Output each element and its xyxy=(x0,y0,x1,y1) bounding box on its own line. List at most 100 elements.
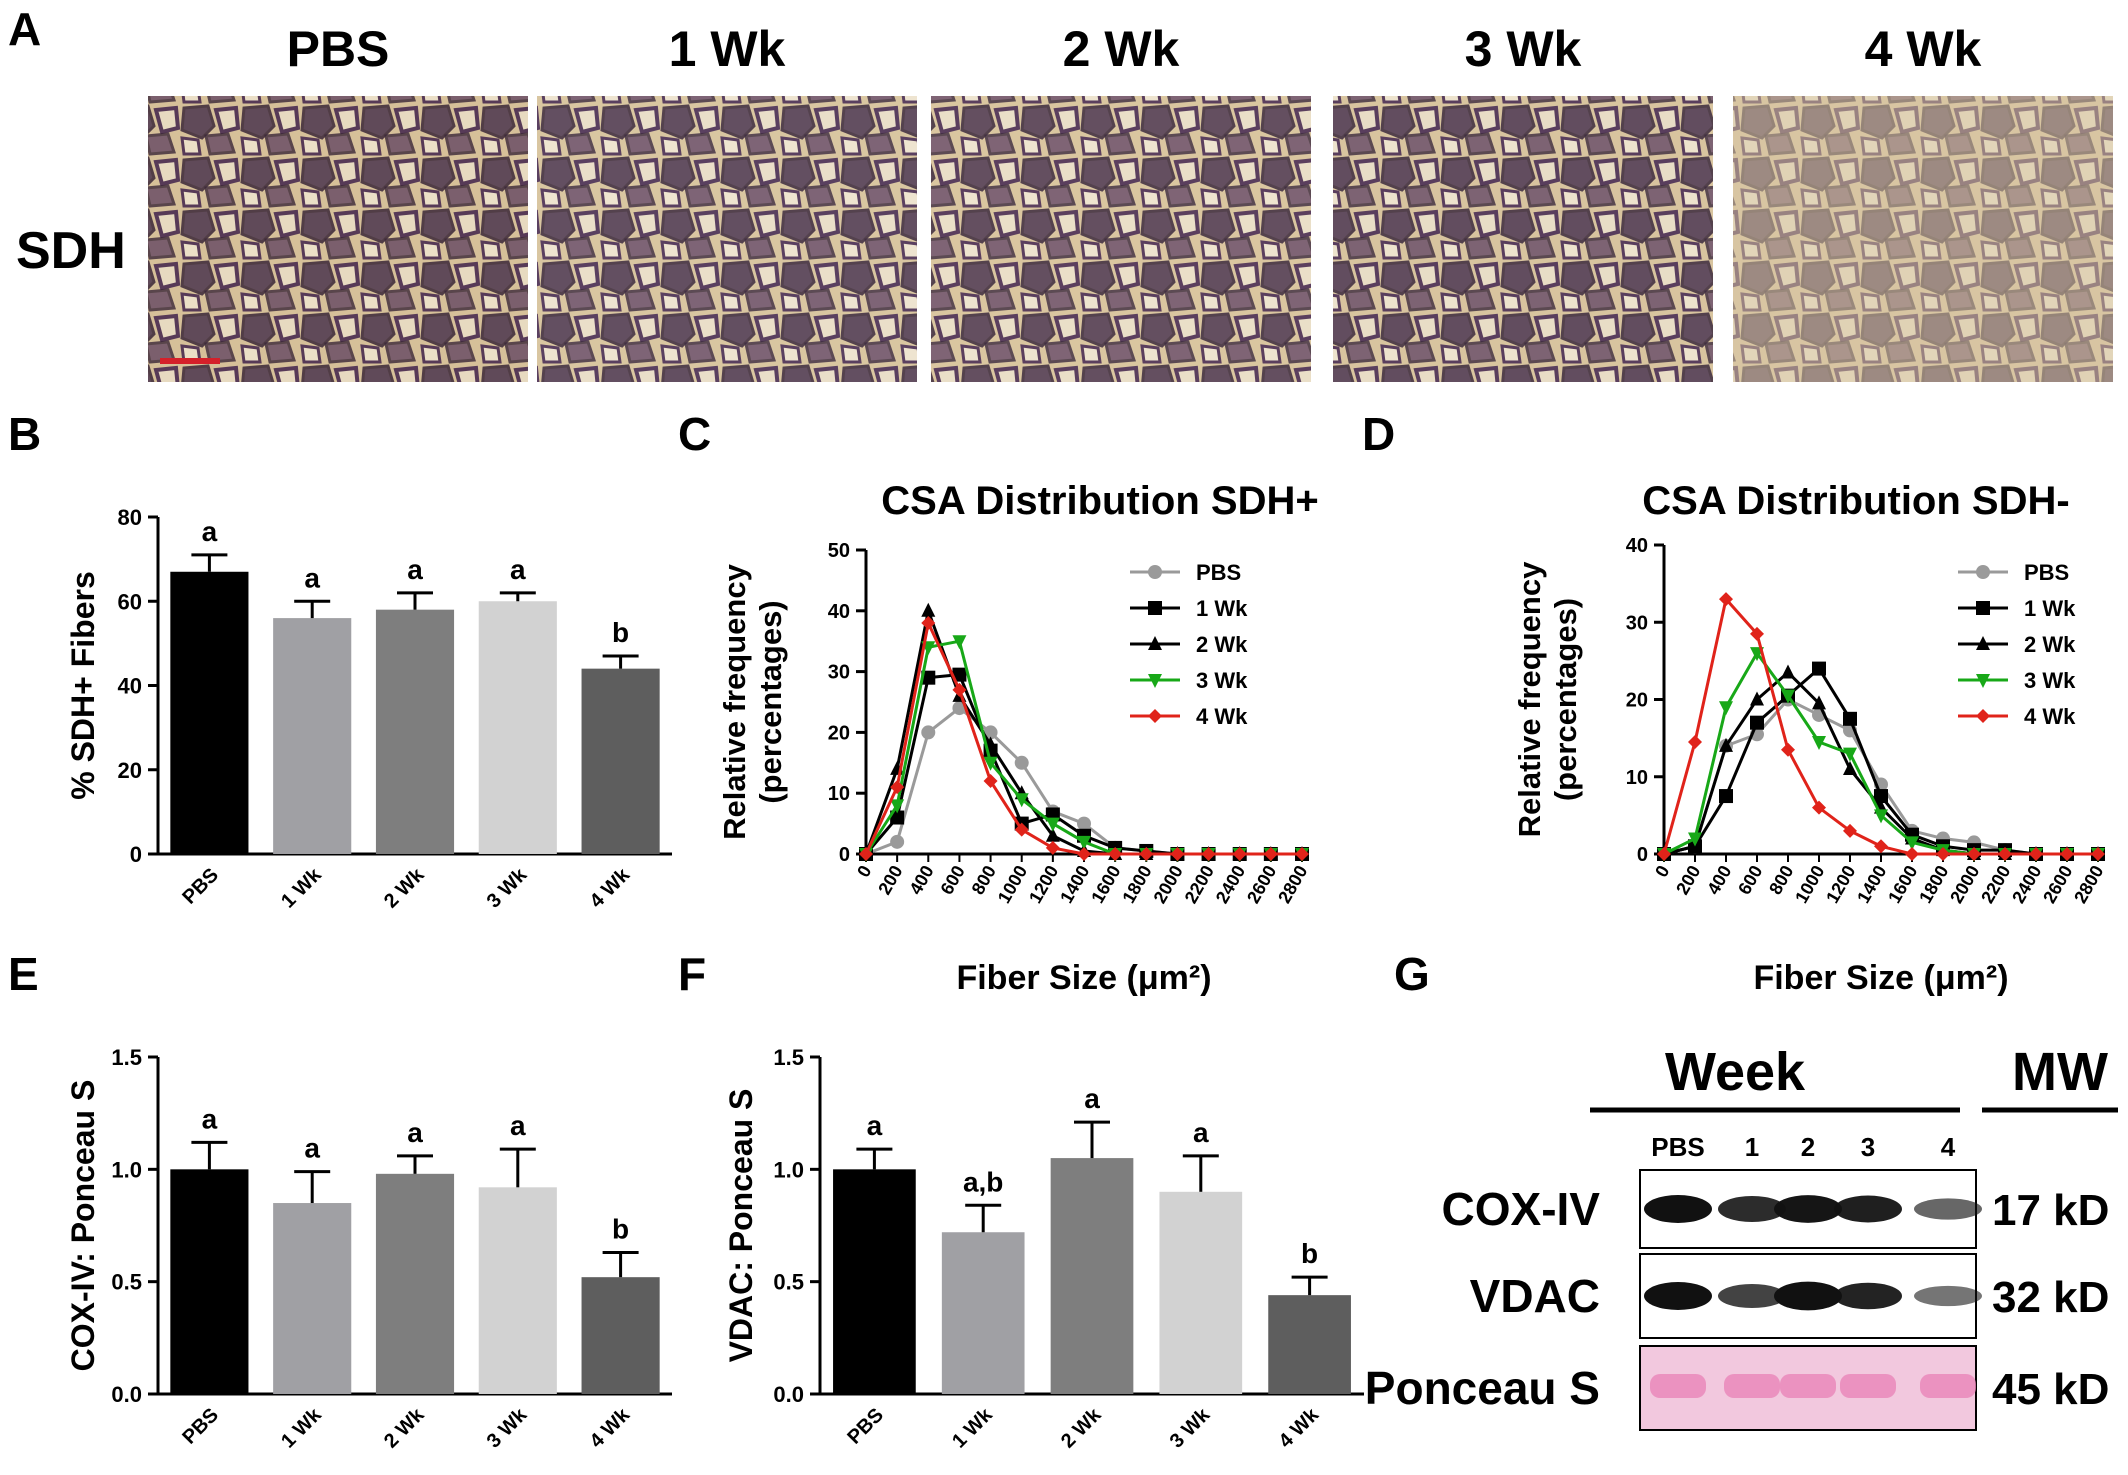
y-tick-label: 10 xyxy=(1626,767,1648,789)
data-point-3-wk xyxy=(1781,689,1795,704)
data-point-4-wk xyxy=(1936,847,1950,861)
x-axis-label: Fiber Size (μm²) xyxy=(956,959,1211,997)
data-point-3-wk xyxy=(1014,793,1029,808)
data-point-pbs xyxy=(921,725,936,740)
x-tick-label-4-wk: 4 Wk xyxy=(586,1403,635,1452)
y-axis-label-line-2: (percentages) xyxy=(1548,598,1583,801)
y-tick-label: 1.5 xyxy=(111,1045,142,1070)
x-tick-label: 1200 xyxy=(1025,862,1062,907)
ponceau-band-lane-3 xyxy=(1840,1374,1896,1398)
x-tick-label: 2200 xyxy=(1181,862,1218,907)
data-point-4-wk xyxy=(1998,847,2012,861)
bar-1-wk xyxy=(941,1232,1025,1394)
x-tick-label-pbs: PBS xyxy=(178,864,223,909)
legend-label-1-wk: 1 Wk xyxy=(2024,596,2076,621)
data-point-4-wk xyxy=(1688,734,1702,749)
data-point-4-wk xyxy=(1812,800,1826,815)
bar-pbs xyxy=(170,571,249,854)
y-tick-label: 1.5 xyxy=(773,1045,804,1070)
x-tick-label-2-wk: 2 Wk xyxy=(1057,1403,1106,1452)
panel-letter-e: E xyxy=(8,948,39,1000)
y-tick-label: 60 xyxy=(118,589,142,614)
data-point-1-wk xyxy=(890,810,905,825)
data-point-pbs xyxy=(1014,755,1029,770)
legend-marker-3-wk xyxy=(1148,674,1162,688)
y-tick-label: 0 xyxy=(839,844,850,866)
panel-letter-c: C xyxy=(678,408,711,460)
week-label: Week xyxy=(1665,1042,1806,1102)
data-point-4-wk xyxy=(1232,847,1247,861)
significance-letter-3-wk: a xyxy=(510,1110,526,1141)
data-point-pbs xyxy=(1077,816,1091,831)
y-tick-label: 1.0 xyxy=(111,1157,142,1182)
data-point-4-wk xyxy=(890,780,905,795)
x-tick-label-4-wk: 4 Wk xyxy=(586,863,635,912)
ponceau-band-lane-1 xyxy=(1724,1374,1780,1398)
legend-marker-1-wk xyxy=(1148,601,1162,615)
y-tick-label: 0.5 xyxy=(773,1270,804,1295)
column-header-1-wk: 1 Wk xyxy=(669,21,786,77)
data-point-4-wk xyxy=(921,615,936,630)
data-point-4-wk xyxy=(1170,847,1185,861)
y-tick-label: 80 xyxy=(118,505,142,530)
data-point-2-wk xyxy=(921,602,936,617)
data-point-1-wk xyxy=(1812,661,1826,676)
sdh-image-texture-2-wk xyxy=(931,96,1311,382)
data-point-2-wk xyxy=(1750,691,1764,706)
data-point-3-wk xyxy=(1874,809,1888,824)
significance-letter-4-wk: b xyxy=(612,1213,629,1244)
band-vdac-lane-1 xyxy=(1718,1283,1786,1309)
bar-3-wk xyxy=(1159,1191,1243,1394)
y-tick-label: 1.0 xyxy=(773,1157,804,1182)
data-point-4-wk xyxy=(1201,847,1216,861)
column-header-3-wk: 3 Wk xyxy=(1465,21,1582,77)
data-point-3-wk xyxy=(1905,836,1919,851)
x-tick-label: 2400 xyxy=(2008,862,2045,907)
x-tick-label: 1600 xyxy=(1884,862,1921,907)
legend-label-4-wk: 4 Wk xyxy=(1196,704,1248,729)
data-point-1-wk xyxy=(952,667,967,682)
series-line-1-wk xyxy=(1663,666,2098,856)
lane-label-2: 2 xyxy=(1801,1132,1815,1162)
legend-marker-pbs xyxy=(1976,565,1990,579)
x-tick-label: 1200 xyxy=(1822,862,1859,907)
data-point-2-wk xyxy=(1843,761,1857,776)
data-point-4-wk xyxy=(983,774,998,789)
bar-3-wk xyxy=(478,1187,557,1394)
panel-letter-g: G xyxy=(1394,948,1430,1000)
legend-label-pbs: PBS xyxy=(1196,560,1241,585)
data-point-pbs xyxy=(890,834,905,849)
y-tick-label: 0.5 xyxy=(111,1270,142,1295)
legend-label-pbs: PBS xyxy=(2024,560,2069,585)
panel-c-csa-sdh-plus-chart: CSA Distribution SDH+0102030405002004006… xyxy=(717,479,1319,997)
panel-e-cox-iv-bar-chart: 0.0 0.5 1.0 1.5 a PBS a 1 Wk a 2 Wk a 3 Wk b 4 Wk COX-… xyxy=(65,1045,672,1453)
panel-g-western-blot: Week MW PBS 1 2 3 4 COX-IV 17 kD VDAC 32 kD Ponceau… xyxy=(1365,1042,2118,1431)
y-tick-label: 20 xyxy=(828,722,850,744)
data-point-1-wk xyxy=(1750,715,1764,730)
data-point-2-wk xyxy=(1719,737,1733,752)
y-tick-label: 0.0 xyxy=(773,1382,804,1407)
x-tick-label: 600 xyxy=(1734,862,1766,898)
band-cox-iv-lane-4 xyxy=(1914,1198,1982,1220)
x-tick-label: 2400 xyxy=(1212,862,1249,907)
data-point-3-wk xyxy=(983,756,998,771)
legend-label-3-wk: 3 Wk xyxy=(2024,668,2076,693)
data-point-3-wk xyxy=(1077,835,1091,850)
significance-letter-pbs: a xyxy=(202,1103,218,1134)
data-point-4-wk xyxy=(859,847,873,861)
significance-letter-3-wk: a xyxy=(1193,1117,1209,1148)
y-tick-label: 40 xyxy=(828,601,850,623)
lane-label-pbs: PBS xyxy=(1651,1132,1704,1162)
significance-letter-3-wk: a xyxy=(510,554,526,585)
y-tick-label: 0.0 xyxy=(111,1382,142,1407)
data-point-3-wk xyxy=(1812,735,1826,750)
y-tick-label: 40 xyxy=(1626,535,1648,557)
molecular-weight-17-kd: 17 kD xyxy=(1992,1186,2109,1235)
band-vdac-lane-4 xyxy=(1914,1285,1982,1307)
band-cox-iv-lane-2 xyxy=(1774,1195,1842,1223)
x-tick-label-3-wk: 3 Wk xyxy=(1166,1403,1215,1452)
x-tick-label: 1600 xyxy=(1087,862,1124,907)
significance-letter-1-wk: a xyxy=(304,1133,320,1164)
x-tick-label: 1400 xyxy=(1853,862,1890,907)
